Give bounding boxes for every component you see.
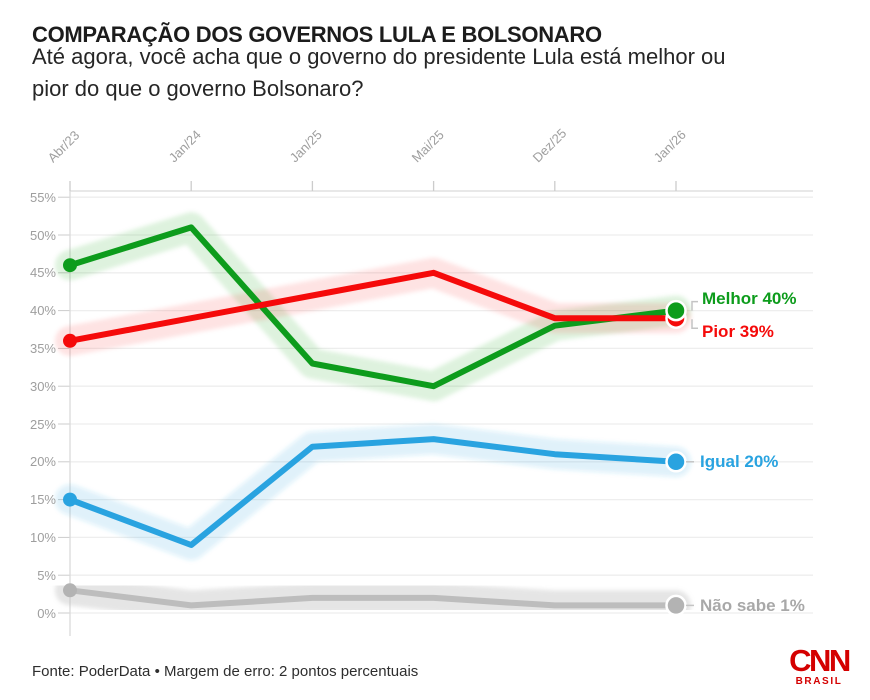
connector-pior [691,319,698,329]
cnn-logo-text: CNN [789,643,851,678]
series-label-melhor: Melhor 40% [702,288,797,308]
y-axis-label: 10% [29,529,56,545]
y-axis-label: 20% [29,454,56,470]
y-axis-label: 0% [37,605,56,621]
y-axis-label: 45% [29,265,56,281]
start-dot-1 [63,333,77,348]
start-dot-0 [63,258,77,273]
subtitle-line: Até agora, você acha que o governo do pr… [32,44,726,69]
y-axis-label: 40% [29,303,56,319]
connector-melhor [691,300,698,311]
series-line-1 [67,269,679,344]
series-label-nao-sabe: Não sabe 1% [700,595,805,615]
series-label-igual: Igual 20% [700,452,779,472]
y-axis-label: 25% [29,416,56,432]
series-line-0 [67,224,679,390]
brasil-logo-text: BRASIL [795,676,843,687]
y-axis-label: 55% [29,189,56,205]
cnn-brasil-logo: CNN BRASIL [787,645,851,688]
series-label-pior: Pior 39% [702,322,774,342]
y-axis-label: 5% [37,567,56,583]
y-axis-label: 30% [29,378,56,394]
end-dot-3 [665,594,687,617]
page-title: COMPARAÇÃO DOS GOVERNOS LULA E BOLSONARO [32,21,602,47]
series-line-2 [67,436,679,548]
y-axis-label: 50% [29,227,56,243]
start-dot-3 [63,583,77,598]
chart-subtitle: Até agora, você acha que o governo do pr… [32,41,725,105]
y-axis-label: 15% [29,492,56,508]
y-axis-label: 35% [29,340,56,356]
end-dot-2 [665,451,687,473]
source-note: Fonte: PoderData • Margem de erro: 2 pon… [32,663,419,680]
series-line-3 [67,587,679,609]
start-dot-2 [63,492,77,507]
end-dot-0 [665,299,687,322]
subtitle-line: pior do que o governo Bolsonaro? [32,76,364,101]
